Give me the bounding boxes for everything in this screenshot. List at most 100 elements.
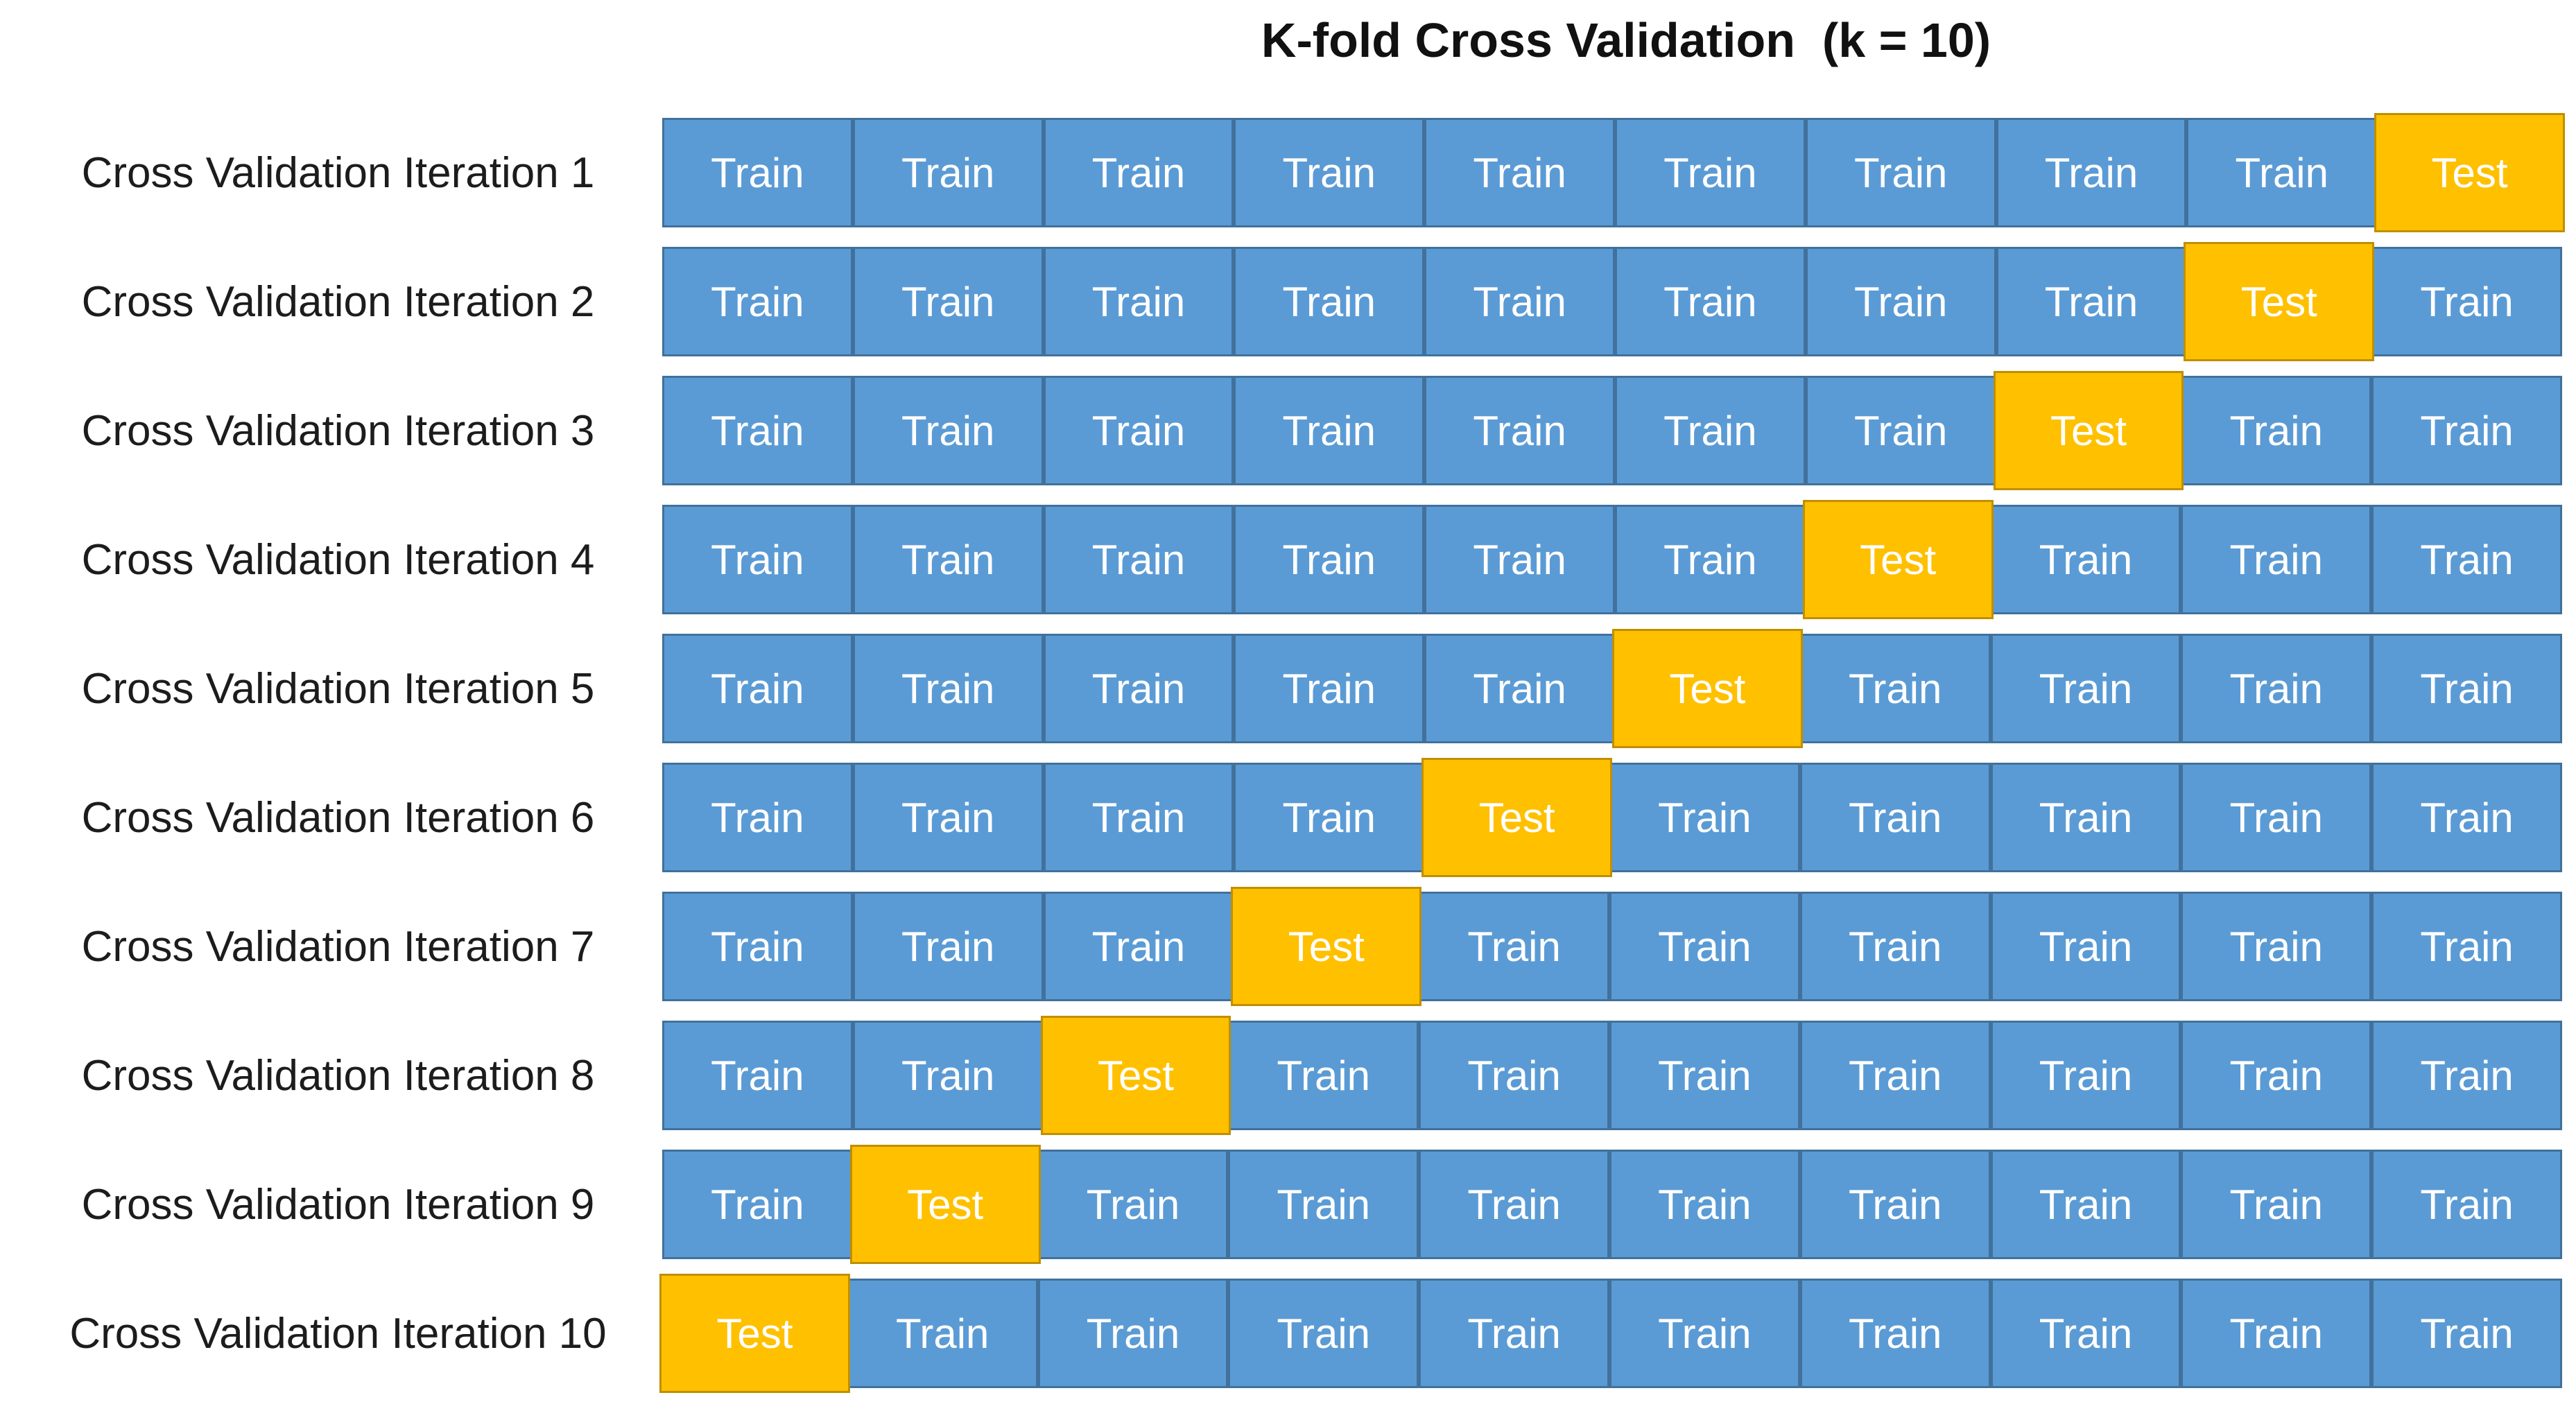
fold-cell-train: Train bbox=[852, 376, 1044, 485]
iteration-label: Cross Validation Iteration 2 bbox=[81, 277, 595, 326]
diagram-title: K-fold Cross Validation (k = 10) bbox=[1261, 13, 1991, 67]
fold-cell-train: Train bbox=[1419, 1150, 1609, 1259]
fold-cell-train: Train bbox=[852, 763, 1044, 872]
fold-cell-test: Test bbox=[2374, 113, 2565, 232]
fold-cell-train: Train bbox=[1043, 634, 1234, 743]
fold-cell-train: Train bbox=[1799, 892, 1991, 1001]
fold-cell-train: Train bbox=[1037, 1150, 1229, 1259]
fold-cell-train: Train bbox=[1609, 1150, 1800, 1259]
fold-cell-train: Train bbox=[1228, 1150, 1419, 1259]
fold-cell-train: Train bbox=[1799, 634, 1991, 743]
fold-cell-train: Train bbox=[2371, 634, 2562, 743]
fold-cells: Train Train Train Train Train Train Train Train… bbox=[662, 242, 2562, 361]
fold-cell-train: Train bbox=[1799, 1021, 1991, 1130]
fold-cell-train: Train bbox=[1990, 1150, 2181, 1259]
fold-cell-train: Train bbox=[1234, 634, 1425, 743]
fold-cell-train: Train bbox=[852, 634, 1044, 743]
fold-cell-train: Train bbox=[1234, 763, 1425, 872]
fold-cell-train: Train bbox=[852, 505, 1044, 614]
fold-cell-train: Train bbox=[1805, 247, 1996, 356]
iteration-row: Cross Validation Iteration 5 Train Train T… bbox=[0, 629, 2562, 748]
fold-cell-train: Train bbox=[847, 1279, 1038, 1388]
fold-cell-train: Train bbox=[1043, 505, 1234, 614]
fold-cell-train: Train bbox=[1990, 1021, 2181, 1130]
fold-cell-train: Train bbox=[2371, 763, 2562, 872]
fold-cell-test: Test bbox=[1040, 1016, 1231, 1135]
fold-cell-train: Train bbox=[1990, 892, 2181, 1001]
fold-cell-train: Train bbox=[852, 247, 1044, 356]
fold-cell-train: Train bbox=[2371, 505, 2562, 614]
fold-cells: Train Train Train Train Train Train Train Test T… bbox=[662, 371, 2562, 490]
fold-cell-train: Train bbox=[662, 1150, 853, 1259]
iteration-label: Cross Validation Iteration 1 bbox=[81, 148, 595, 197]
fold-cell-train: Train bbox=[2371, 1150, 2562, 1259]
iteration-row: Cross Validation Iteration 6 Train Train T… bbox=[0, 758, 2562, 877]
fold-cell-train: Train bbox=[1990, 763, 2181, 872]
fold-cell-train: Train bbox=[2181, 634, 2372, 743]
iteration-label: Cross Validation Iteration 7 bbox=[81, 922, 595, 971]
iterations-container: Cross Validation Iteration 1 Train Train T… bbox=[0, 113, 2565, 1393]
fold-cell-train: Train bbox=[1037, 1279, 1229, 1388]
fold-cell-train: Train bbox=[1234, 118, 1425, 227]
fold-cell-train: Train bbox=[2181, 1279, 2372, 1388]
fold-cell-train: Train bbox=[1609, 763, 1800, 872]
fold-cell-train: Train bbox=[1424, 505, 1615, 614]
fold-cell-train: Train bbox=[662, 376, 853, 485]
iteration-row: Cross Validation Iteration 1 Train Train T… bbox=[0, 113, 2565, 232]
iteration-row: Cross Validation Iteration 7 Train Train T… bbox=[0, 887, 2562, 1006]
fold-cell-test: Test bbox=[849, 1145, 1041, 1264]
fold-cell-train: Train bbox=[1043, 376, 1234, 485]
fold-cell-train: Train bbox=[2186, 118, 2378, 227]
fold-cell-train: Train bbox=[1228, 1279, 1419, 1388]
fold-cell-train: Train bbox=[1234, 376, 1425, 485]
iteration-row: Cross Validation Iteration 8 Train Train T… bbox=[0, 1016, 2562, 1135]
iteration-row: Cross Validation Iteration 9 Train Test Tr… bbox=[0, 1145, 2562, 1264]
fold-cell-train: Train bbox=[1228, 1021, 1419, 1130]
fold-cell-train: Train bbox=[1614, 118, 1806, 227]
fold-cell-train: Train bbox=[852, 1021, 1044, 1130]
fold-cell-train: Train bbox=[2181, 505, 2372, 614]
fold-cells: Train Test Train Train Train Train Train Train T… bbox=[662, 1145, 2562, 1264]
fold-cells: Train Train Train Train Test Train Train Train T… bbox=[662, 758, 2562, 877]
fold-cell-train: Train bbox=[1419, 1021, 1609, 1130]
fold-cell-train: Train bbox=[2371, 376, 2562, 485]
fold-cell-train: Train bbox=[662, 118, 853, 227]
fold-cells: Train Train Train Train Train Train Train Train… bbox=[662, 113, 2565, 232]
fold-cells: Test Train Train Train Train Train Train Train T… bbox=[659, 1274, 2562, 1393]
fold-cells: Train Train Test Train Train Train Train Train T… bbox=[662, 1016, 2562, 1135]
fold-cell-train: Train bbox=[1424, 118, 1615, 227]
fold-cell-test: Test bbox=[1421, 758, 1612, 877]
fold-cell-train: Train bbox=[1990, 1279, 2181, 1388]
iteration-row: Cross Validation Iteration 3 Train Train T… bbox=[0, 371, 2562, 490]
fold-cell-train: Train bbox=[1614, 376, 1806, 485]
fold-cell-train: Train bbox=[1990, 505, 2181, 614]
fold-cell-train: Train bbox=[852, 118, 1044, 227]
iteration-label: Cross Validation Iteration 9 bbox=[81, 1180, 595, 1229]
iteration-row: Cross Validation Iteration 4 Train Train T… bbox=[0, 500, 2562, 619]
fold-cell-train: Train bbox=[1609, 1279, 1800, 1388]
fold-cell-train: Train bbox=[1805, 118, 1996, 227]
iteration-label: Cross Validation Iteration 4 bbox=[81, 535, 595, 584]
fold-cell-train: Train bbox=[1043, 892, 1234, 1001]
fold-cell-train: Train bbox=[1234, 505, 1425, 614]
fold-cell-train: Train bbox=[662, 892, 853, 1001]
fold-cell-train: Train bbox=[1419, 892, 1609, 1001]
fold-cell-test: Test bbox=[1611, 629, 1803, 748]
iteration-label: Cross Validation Iteration 10 bbox=[69, 1309, 607, 1358]
fold-cell-train: Train bbox=[2371, 247, 2562, 356]
fold-cell-train: Train bbox=[1990, 634, 2181, 743]
fold-cell-train: Train bbox=[1614, 247, 1806, 356]
iteration-label: Cross Validation Iteration 8 bbox=[81, 1051, 595, 1100]
fold-cell-train: Train bbox=[1424, 634, 1615, 743]
iteration-row: Cross Validation Iteration 10 Test Train T… bbox=[0, 1274, 2562, 1393]
fold-cell-train: Train bbox=[2181, 1021, 2372, 1130]
fold-cell-test: Test bbox=[2184, 242, 2375, 361]
fold-cell-train: Train bbox=[1043, 118, 1234, 227]
fold-cell-train: Train bbox=[662, 634, 853, 743]
fold-cell-train: Train bbox=[2371, 892, 2562, 1001]
fold-cell-train: Train bbox=[852, 892, 1044, 1001]
fold-cell-train: Train bbox=[1424, 247, 1615, 356]
iteration-row: Cross Validation Iteration 2 Train Train T… bbox=[0, 242, 2562, 361]
fold-cells: Train Train Train Train Train Test Train Train T… bbox=[662, 629, 2562, 748]
fold-cell-train: Train bbox=[1614, 505, 1806, 614]
